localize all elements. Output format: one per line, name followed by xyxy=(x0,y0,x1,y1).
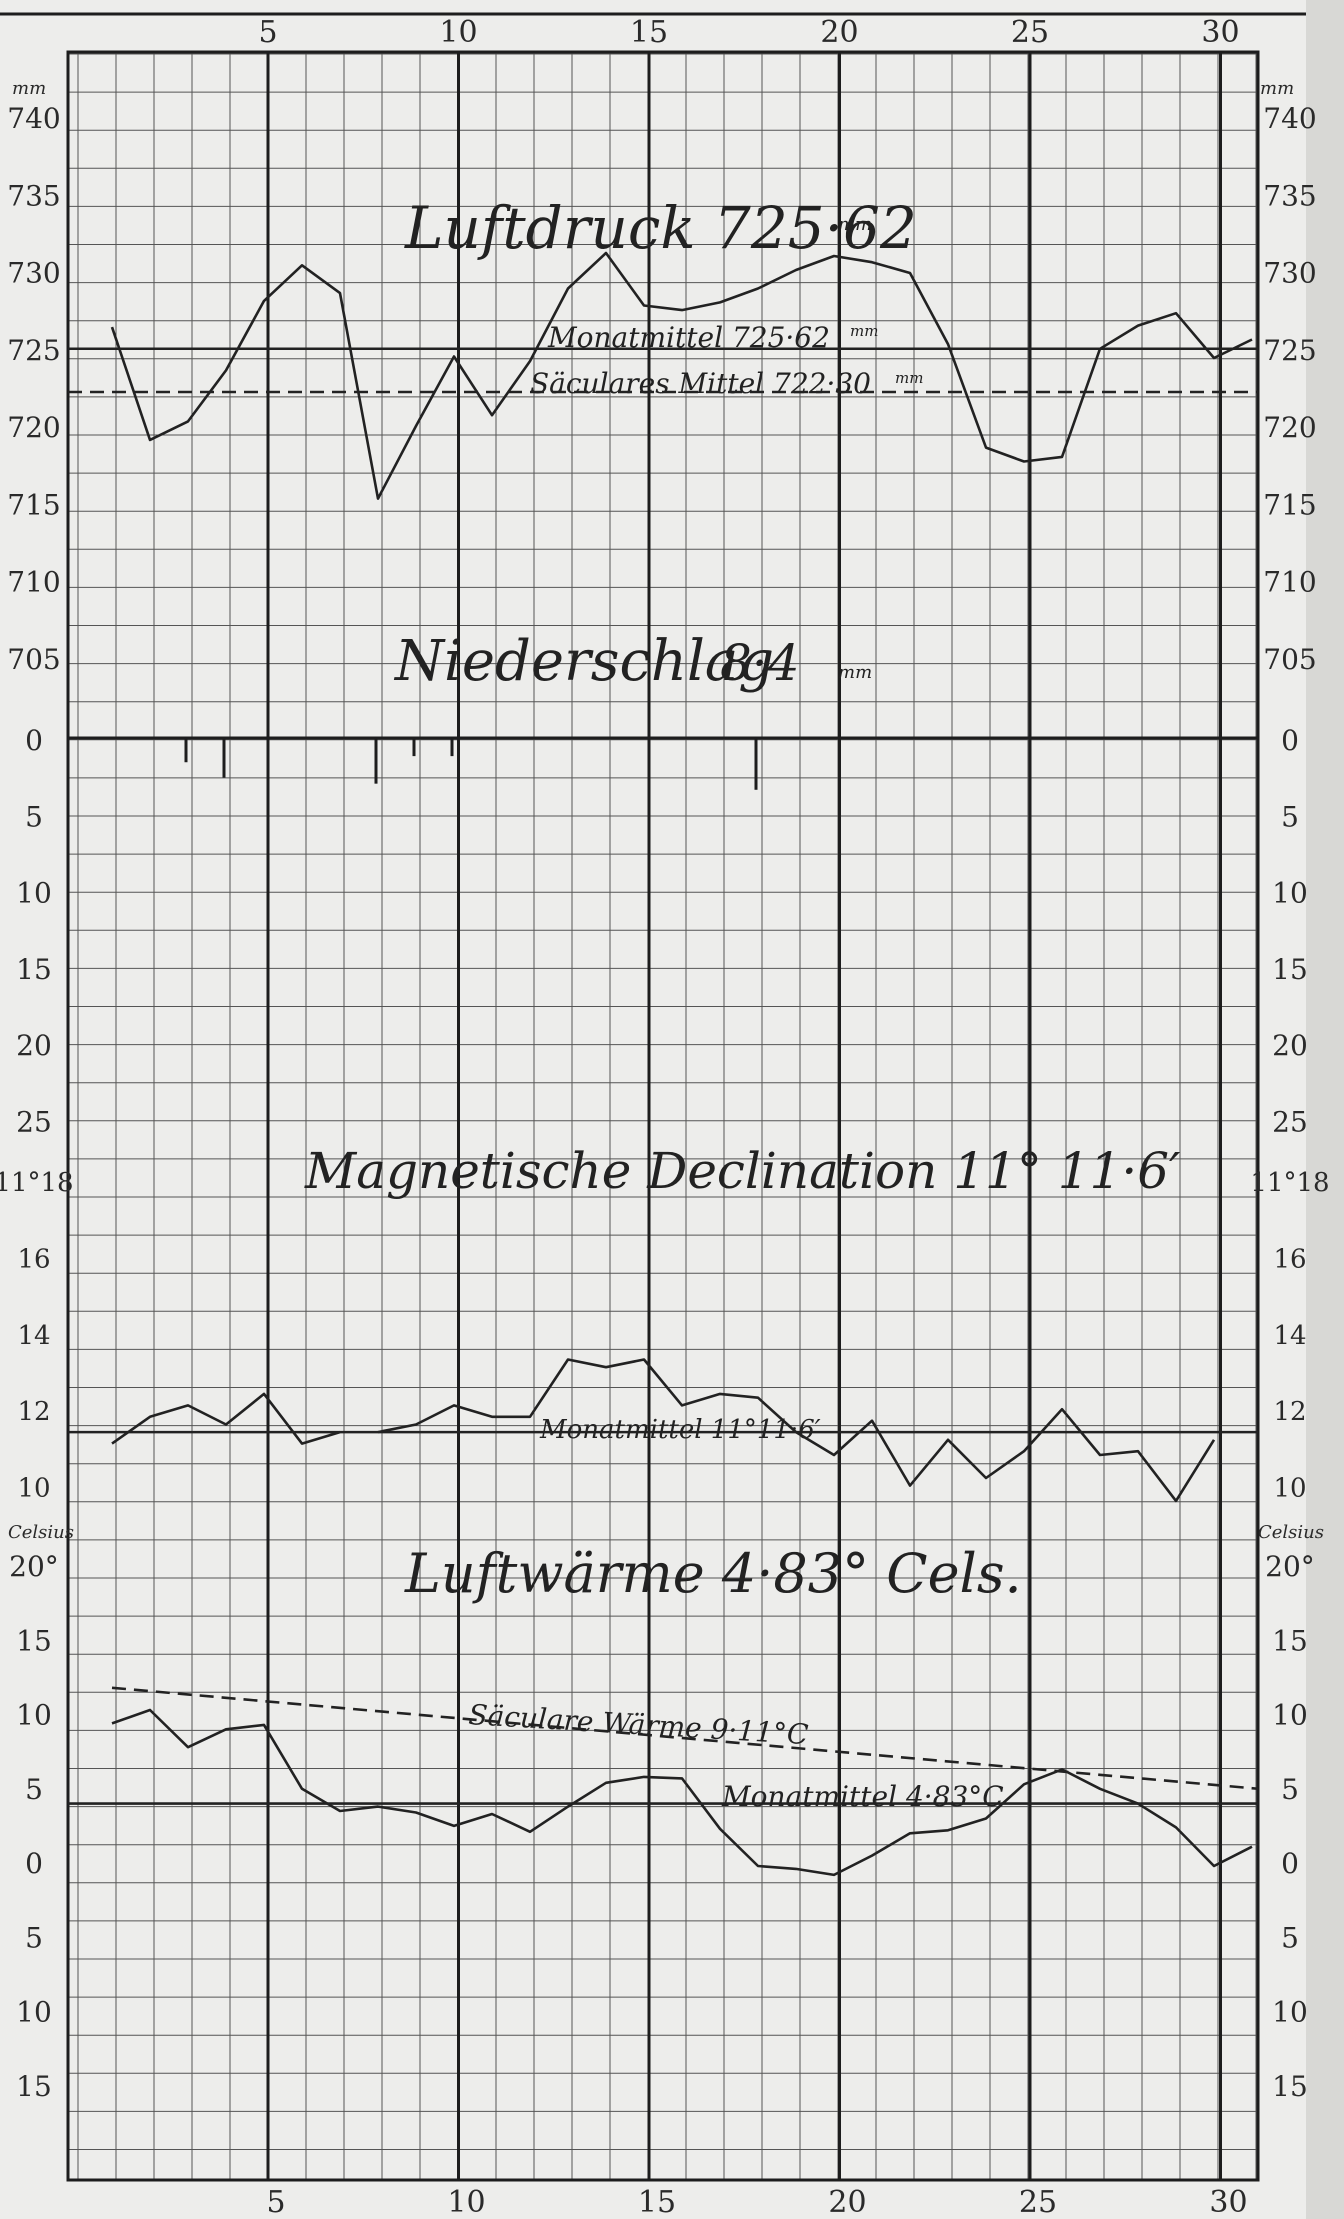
declination-series-line xyxy=(377,1358,1216,1503)
declination-y-tick-right: 11°18 xyxy=(1250,1168,1329,1198)
pressure-y-tick-right: 715 xyxy=(1263,488,1316,521)
pressure-y-tick-right: 735 xyxy=(1263,179,1316,212)
temp-y-tick-left: 10 xyxy=(16,1996,52,2029)
temp-y-tick-right: 5 xyxy=(1281,1773,1299,1806)
declination-monthly-mean-label: Monatmittel 11°11·6′ xyxy=(539,1415,821,1445)
declination-y-tick-left: 11°18 xyxy=(0,1168,74,1198)
temp-y-tick-left: 15 xyxy=(16,2070,52,2103)
pressure-monthly-mean-unit: mm xyxy=(850,322,878,340)
pressure-y-tick-right: 725 xyxy=(1263,334,1316,367)
pressure-y-tick-right: 740 xyxy=(1263,102,1316,135)
temp-y-tick-right: 15 xyxy=(1272,2070,1308,2103)
precip-y-tick-left: 20 xyxy=(16,1029,52,1062)
x-tick-top-10: 10 xyxy=(439,15,477,50)
declination-y-tick-left: 16 xyxy=(17,1244,50,1274)
x-tick-top-30: 30 xyxy=(1201,15,1239,50)
pressure-secular-mean-unit: mm xyxy=(895,369,923,387)
temp-y-tick-left: 15 xyxy=(16,1624,52,1657)
precip-y-tick-left: 15 xyxy=(16,953,52,986)
temp-y-tick-right: 5 xyxy=(1281,1921,1299,1954)
declination-y-tick-left: 12 xyxy=(17,1397,50,1427)
temp-unit-left: Celsius xyxy=(8,1522,74,1543)
temp-y-tick-left: 10 xyxy=(16,1699,52,1732)
declination-y-tick-right: 10 xyxy=(1273,1474,1306,1504)
precip-y-tick-left: 25 xyxy=(16,1106,52,1139)
pressure-title: Luftdruck 725·62 xyxy=(404,194,917,262)
precip-y-tick-left: 5 xyxy=(25,800,43,833)
pressure-secular-mean-label: Säculares Mittel 722·30 xyxy=(530,367,871,400)
pressure-monthly-mean-label: Monatmittel 725·62 xyxy=(547,321,830,354)
precip-y-tick-right: 20 xyxy=(1272,1029,1308,1062)
temp-y-tick-right: 10 xyxy=(1272,1996,1308,2029)
x-tick-bottom-20: 20 xyxy=(828,2185,866,2219)
precip-title-unit: mm xyxy=(838,662,872,683)
x-tick-bottom-25: 25 xyxy=(1019,2185,1057,2219)
x-tick-bottom-15: 15 xyxy=(638,2185,676,2219)
x-tick-bottom-10: 10 xyxy=(447,2185,485,2219)
temp-y-tick-right: 15 xyxy=(1272,1624,1308,1657)
x-tick-top-20: 20 xyxy=(820,15,858,50)
precip-y-tick-left: 10 xyxy=(16,877,52,910)
pressure-y-tick-left: 735 xyxy=(7,179,60,212)
plot-frame xyxy=(66,50,1260,2182)
temp-series-line xyxy=(111,1708,1253,1877)
pressure-y-tick-left: 715 xyxy=(7,488,60,521)
pressure-title-unit: mm xyxy=(838,214,872,235)
pressure-y-tick-left: 710 xyxy=(7,566,60,599)
precip-title: Niederschlag xyxy=(393,629,774,694)
precip-y-tick-right: 10 xyxy=(1272,877,1308,910)
precip-y-tick-right: 5 xyxy=(1281,800,1299,833)
temp-y-tick-right: 20° xyxy=(1265,1550,1315,1583)
x-tick-top-15: 15 xyxy=(630,15,668,50)
pressure-y-tick-left: 705 xyxy=(7,643,60,676)
declination-y-tick-right: 14 xyxy=(1273,1321,1306,1351)
temp-y-tick-left: 0 xyxy=(25,1847,43,1880)
precip-y-tick-right: 0 xyxy=(1281,724,1299,757)
declination-y-tick-right: 16 xyxy=(1273,1244,1306,1274)
declination-title: Magnetische Declination 11° 11·6′ xyxy=(304,1142,1181,1200)
temp-unit-right: Celsius xyxy=(1258,1522,1324,1543)
pressure-y-tick-left: 720 xyxy=(7,411,60,444)
pressure-y-tick-left: 730 xyxy=(7,257,60,290)
precip-title-value: 8·4 xyxy=(720,634,800,692)
pressure-y-tick-right: 705 xyxy=(1263,643,1316,676)
pressure-y-tick-left: 725 xyxy=(7,334,60,367)
temp-y-tick-right: 0 xyxy=(1281,1847,1299,1880)
pressure-unit-right: mm xyxy=(1260,78,1294,99)
temp-secular-label: Säculare Wärme 9·11°C xyxy=(468,1698,810,1751)
declination-y-tick-left: 10 xyxy=(17,1474,50,1504)
precip-y-tick-right: 25 xyxy=(1272,1106,1308,1139)
page-edge xyxy=(1306,0,1344,2219)
x-tick-bottom-30: 30 xyxy=(1209,2185,1247,2219)
temp-y-tick-left: 5 xyxy=(25,1921,43,1954)
pressure-y-tick-left: 740 xyxy=(7,102,60,135)
temp-y-tick-right: 10 xyxy=(1272,1699,1308,1732)
x-tick-top-25: 25 xyxy=(1011,15,1049,50)
temp-y-tick-left: 5 xyxy=(25,1773,43,1806)
declination-series-line xyxy=(111,1392,341,1445)
x-tick-top-5: 5 xyxy=(258,15,277,50)
pressure-y-tick-right: 710 xyxy=(1263,566,1316,599)
declination-y-tick-left: 14 xyxy=(17,1321,50,1351)
temp-y-tick-left: 20° xyxy=(9,1550,59,1583)
temp-title: Luftwärme 4·83° Cels. xyxy=(404,1542,1022,1605)
pressure-y-tick-right: 720 xyxy=(1263,411,1316,444)
declination-y-tick-right: 12 xyxy=(1273,1397,1306,1427)
pressure-unit-left: mm xyxy=(12,78,46,99)
precip-y-tick-left: 0 xyxy=(25,724,43,757)
x-tick-bottom-5: 5 xyxy=(266,2185,285,2219)
temp-monthly-mean-label: Monatmittel 4·83°C xyxy=(721,1780,1004,1813)
precip-y-tick-right: 15 xyxy=(1272,953,1308,986)
pressure-y-tick-right: 730 xyxy=(1263,257,1316,290)
